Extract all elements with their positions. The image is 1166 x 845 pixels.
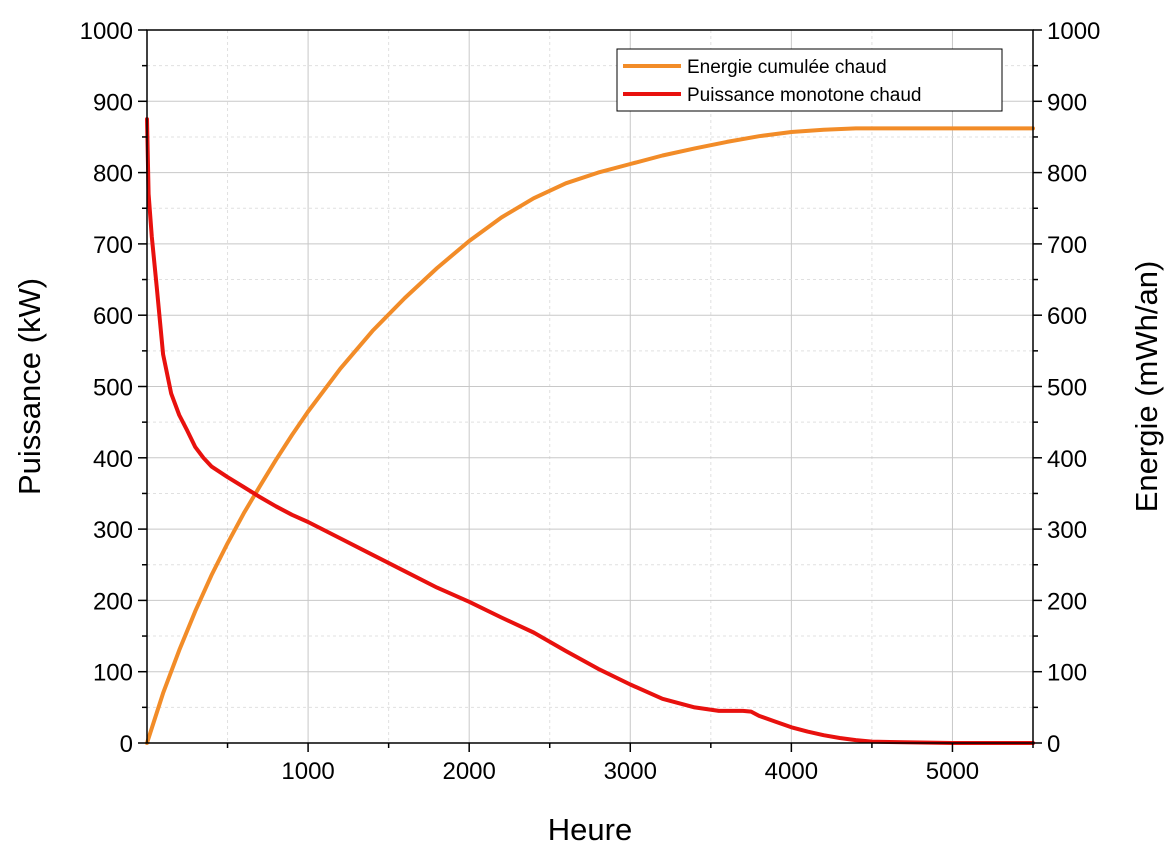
y-left-tick-label: 600: [93, 303, 133, 330]
y-right-tick-label: 400: [1047, 446, 1087, 473]
legend-label-puissance: Puissance monotone chaud: [687, 85, 922, 106]
y-left-tick-label: 200: [93, 588, 133, 615]
y-left-tick-label: 300: [93, 517, 133, 544]
series-layer: [145, 117, 1035, 745]
series-line-energie: [145, 126, 1035, 745]
y-right-tick-label: 800: [1047, 161, 1087, 188]
grid-layer: [147, 30, 1033, 743]
y-right-tick-label: 600: [1047, 303, 1087, 330]
y-left-tick-label: 1000: [80, 18, 133, 45]
tick-layer: [138, 29, 1042, 752]
series-line-puissance: [145, 117, 1035, 745]
legend: Energie cumulée chaud Puissance monotone…: [616, 48, 1003, 112]
x-tick-label: 5000: [926, 758, 979, 785]
y-right-tick-label: 500: [1047, 375, 1087, 402]
y-right-tick-label: 100: [1047, 660, 1087, 687]
legend-box: [616, 48, 1003, 112]
y-right-tick-label: 1000: [1047, 18, 1100, 45]
x-tick-label: 2000: [442, 758, 495, 785]
y-right-tick-label: 700: [1047, 232, 1087, 259]
y-left-tick-label: 800: [93, 161, 133, 188]
legend-label-energie: Energie cumulée chaud: [687, 57, 887, 78]
y-right-tick-label: 900: [1047, 89, 1087, 116]
x-tick-label: 4000: [765, 758, 818, 785]
y-left-tick-label: 500: [93, 375, 133, 402]
y-axis-right-title: Energie (mWh/an): [1129, 261, 1164, 513]
y-left-tick-label: 400: [93, 446, 133, 473]
y-right-tick-label: 0: [1047, 731, 1060, 758]
label-layer: 1000 2000 3000 4000 500001002003004005006007…: [80, 18, 1101, 785]
x-tick-label: 1000: [281, 758, 334, 785]
y-left-tick-label: 700: [93, 232, 133, 259]
y-right-tick-label: 200: [1047, 588, 1087, 615]
y-axis-left-title: Puissance (kW): [12, 278, 47, 495]
y-left-tick-label: 900: [93, 89, 133, 116]
y-left-tick-label: 100: [93, 660, 133, 687]
y-left-tick-label: 0: [120, 731, 133, 758]
x-axis-title: Heure: [548, 812, 632, 845]
y-right-tick-label: 300: [1047, 517, 1087, 544]
x-tick-label: 3000: [604, 758, 657, 785]
